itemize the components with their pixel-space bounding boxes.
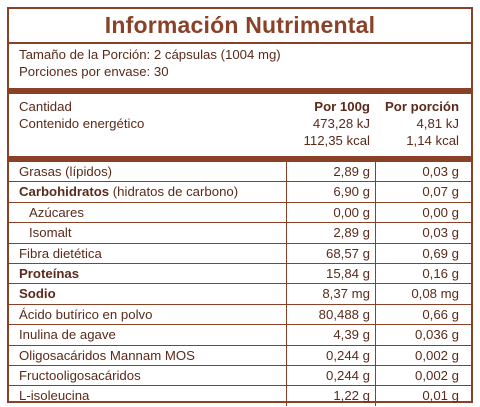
- value-per-100g: 2,89 g: [333, 225, 370, 241]
- nutrient-label: Sodio: [19, 286, 56, 302]
- column-header: Cantidad Contenido energético Por 100g P…: [9, 94, 471, 156]
- value-per-100g: 1,22 g: [333, 388, 370, 404]
- nutrient-label: Fibra dietética: [19, 245, 102, 261]
- table-row-proteinas: Proteínas 15,84 g 0,16 g: [9, 263, 471, 285]
- value-per-100g: 0,00 g: [333, 204, 370, 220]
- table-row-oligosacaridos: Oligosacáridos Mannam MOS 0,244 g 0,002 …: [9, 345, 471, 366]
- nutrient-label-rest: (hidratos de carbono): [109, 184, 239, 200]
- value-per-100g: 0,244 g: [326, 367, 370, 383]
- value-per-portion: 0,03 g: [422, 225, 459, 241]
- per-portion-header: Por porción: [385, 99, 459, 114]
- energy-label: Contenido energético: [19, 116, 145, 131]
- quantity-label: Cantidad: [19, 99, 72, 114]
- serving-info: Tamaño de la Porción: 2 cápsulas (1004 m…: [9, 44, 471, 88]
- table-row-isomalt: Isomalt 2,89 g 0,03 g: [9, 223, 471, 244]
- table-row-fructooligosacaridos: Fructooligosacáridos 0,244 g 0,002 g: [9, 365, 471, 387]
- nutrient-label: Ácido butírico en polvo: [19, 306, 153, 322]
- table-row-inulina: Inulina de agave 4,39 g 0,036 g: [9, 325, 471, 346]
- nutrient-label: L-isoleucina: [19, 388, 90, 404]
- nutrient-label: Carbohidratos (hidratos de carbono): [19, 182, 238, 201]
- value-per-100g: 80,488 g: [318, 306, 370, 322]
- value-per-100g: 4,39 g: [333, 327, 370, 343]
- thick-divider: [9, 88, 471, 94]
- value-per-portion: 0,002 g: [415, 347, 459, 363]
- serving-size: Tamaño de la Porción: 2 cápsulas (1004 m…: [19, 47, 281, 62]
- value-per-100g: 15,84 g: [326, 265, 370, 281]
- value-per-portion: 0,66 g: [422, 306, 459, 322]
- nutrient-label: Oligosacáridos Mannam MOS: [19, 347, 195, 363]
- table-row-fibra: Fibra dietética 68,57 g 0,69 g: [9, 243, 471, 264]
- table-row-carbohidratos: Carbohidratos (hidratos de carbono) 6,90…: [9, 182, 471, 203]
- table-row-l-isoleucina: L-isoleucina 1,22 g 0,01 g: [9, 386, 471, 406]
- value-per-portion: 0,002 g: [415, 367, 459, 383]
- table-row-azucares: Azúcares 0,00 g 0,00 g: [9, 202, 471, 224]
- nutrient-label: Grasas (lípidos): [19, 164, 113, 179]
- table-row-grasas: Grasas (lípidos) 2,89 g 0,03 g: [9, 162, 471, 183]
- servings-per-container: Porciones por envase: 30: [19, 64, 169, 79]
- value-per-100g: 2,89 g: [333, 164, 370, 179]
- table-row-acido-butirico: Ácido butírico en polvo 80,488 g 0,66 g: [9, 304, 471, 326]
- value-per-portion: 0,07 g: [422, 184, 459, 200]
- nutrition-facts-panel: Información Nutrimental Tamaño de la Por…: [7, 7, 473, 406]
- value-per-portion: 0,01 g: [422, 388, 459, 404]
- value-per-100g: 0,244 g: [326, 347, 370, 363]
- nutrient-label: Isomalt: [29, 225, 72, 241]
- table-row-sodio: Sodio 8,37 mg 0,08 mg: [9, 284, 471, 305]
- nutrient-label: Azúcares: [29, 204, 84, 220]
- panel-title: Información Nutrimental: [9, 9, 471, 44]
- energy-kj-portion: 4,81 kJ: [416, 116, 459, 131]
- value-per-portion: 0,03 g: [422, 164, 459, 179]
- value-per-portion: 0,08 mg: [411, 286, 459, 302]
- value-per-portion: 0,69 g: [422, 245, 459, 261]
- energy-kj-100g: 473,28 kJ: [312, 116, 370, 131]
- thick-divider: [9, 156, 471, 162]
- energy-kcal-portion: 1,14 kcal: [406, 133, 459, 148]
- nutrient-label: Proteínas: [19, 265, 80, 281]
- value-per-100g: 6,90 g: [333, 184, 370, 200]
- nutrient-label: Inulina de agave: [19, 327, 116, 343]
- value-per-portion: 0,036 g: [415, 327, 459, 343]
- value-per-portion: 0,00 g: [422, 204, 459, 220]
- value-per-portion: 0,16 g: [422, 265, 459, 281]
- value-per-100g: 8,37 mg: [322, 286, 370, 302]
- nutrient-table: Grasas (lípidos) 2,89 g 0,03 g Carbohidr…: [9, 162, 471, 406]
- per-100g-header: Por 100g: [314, 99, 370, 114]
- nutrient-label-bold: Carbohidratos: [19, 184, 110, 200]
- nutrient-label: Fructooligosacáridos: [19, 367, 141, 383]
- energy-kcal-100g: 112,35 kcal: [303, 133, 370, 148]
- value-per-100g: 68,57 g: [326, 245, 370, 261]
